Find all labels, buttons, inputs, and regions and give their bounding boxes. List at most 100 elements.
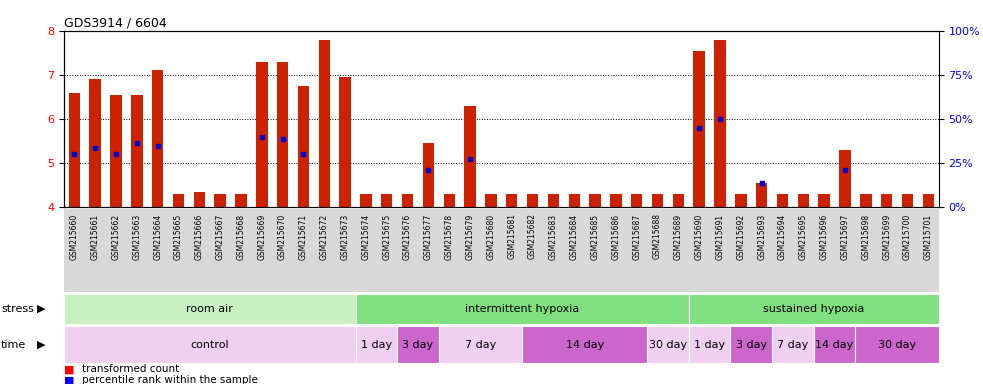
Bar bbox=[777, 194, 788, 207]
Text: GSM215682: GSM215682 bbox=[528, 214, 537, 260]
Bar bbox=[152, 71, 163, 207]
Bar bbox=[923, 194, 934, 207]
Text: ■: ■ bbox=[64, 364, 75, 374]
Text: 14 day: 14 day bbox=[816, 339, 854, 350]
Text: GSM215701: GSM215701 bbox=[924, 214, 933, 260]
Text: GSM215678: GSM215678 bbox=[444, 214, 454, 260]
Text: GSM215671: GSM215671 bbox=[299, 214, 308, 260]
Text: GSM215698: GSM215698 bbox=[861, 214, 870, 260]
Text: GSM215684: GSM215684 bbox=[570, 214, 579, 260]
Bar bbox=[423, 143, 434, 207]
Bar bbox=[819, 194, 830, 207]
Bar bbox=[610, 194, 621, 207]
Text: GSM215687: GSM215687 bbox=[632, 214, 641, 260]
Bar bbox=[110, 95, 122, 207]
Text: GSM215691: GSM215691 bbox=[716, 214, 724, 260]
Text: GSM215673: GSM215673 bbox=[340, 214, 350, 260]
Text: GSM215672: GSM215672 bbox=[319, 214, 328, 260]
Bar bbox=[715, 40, 725, 207]
Bar bbox=[356, 326, 397, 363]
Text: GSM215689: GSM215689 bbox=[674, 214, 683, 260]
Text: GSM215685: GSM215685 bbox=[591, 214, 600, 260]
Bar bbox=[647, 326, 689, 363]
Bar bbox=[277, 61, 288, 207]
Text: 14 day: 14 day bbox=[565, 339, 604, 350]
Text: GSM215690: GSM215690 bbox=[695, 214, 704, 260]
Text: GSM215662: GSM215662 bbox=[111, 214, 121, 260]
Text: time: time bbox=[1, 339, 27, 350]
Bar bbox=[506, 194, 517, 207]
Text: intermittent hypoxia: intermittent hypoxia bbox=[465, 304, 579, 314]
Bar bbox=[318, 40, 330, 207]
Bar bbox=[860, 194, 872, 207]
Bar bbox=[443, 194, 455, 207]
Text: GSM215660: GSM215660 bbox=[70, 214, 79, 260]
Bar bbox=[797, 194, 809, 207]
Bar bbox=[464, 106, 476, 207]
Bar bbox=[402, 194, 413, 207]
Bar bbox=[356, 294, 689, 324]
Bar bbox=[381, 194, 392, 207]
Text: GSM215688: GSM215688 bbox=[653, 214, 663, 260]
Text: GSM215663: GSM215663 bbox=[133, 214, 142, 260]
Text: stress: stress bbox=[1, 304, 33, 314]
Text: GSM215670: GSM215670 bbox=[278, 214, 287, 260]
Text: GSM215675: GSM215675 bbox=[382, 214, 391, 260]
Text: 1 day: 1 day bbox=[694, 339, 725, 350]
Text: control: control bbox=[191, 339, 229, 350]
Text: GSM215694: GSM215694 bbox=[778, 214, 787, 260]
Bar bbox=[194, 192, 205, 207]
Bar bbox=[631, 194, 643, 207]
Text: GSM215676: GSM215676 bbox=[403, 214, 412, 260]
Bar bbox=[730, 326, 772, 363]
Bar bbox=[214, 194, 226, 207]
Bar bbox=[590, 194, 601, 207]
Bar bbox=[522, 326, 647, 363]
Text: ▶: ▶ bbox=[37, 339, 46, 350]
Text: GSM215692: GSM215692 bbox=[736, 214, 745, 260]
Bar bbox=[256, 61, 267, 207]
Text: 3 day: 3 day bbox=[402, 339, 434, 350]
Bar bbox=[89, 79, 101, 207]
Bar bbox=[881, 194, 893, 207]
Bar bbox=[672, 194, 684, 207]
Text: GSM215696: GSM215696 bbox=[820, 214, 829, 260]
Bar bbox=[438, 326, 522, 363]
Bar bbox=[693, 51, 705, 207]
Bar bbox=[339, 77, 351, 207]
Bar bbox=[360, 194, 372, 207]
Bar bbox=[64, 294, 356, 324]
Text: percentile rank within the sample: percentile rank within the sample bbox=[82, 375, 258, 384]
Text: room air: room air bbox=[186, 304, 233, 314]
Text: ■: ■ bbox=[64, 375, 75, 384]
Text: GSM215699: GSM215699 bbox=[882, 214, 892, 260]
Bar bbox=[397, 326, 438, 363]
Bar bbox=[735, 194, 747, 207]
Text: ▶: ▶ bbox=[37, 304, 46, 314]
Text: 7 day: 7 day bbox=[778, 339, 809, 350]
Bar bbox=[69, 93, 80, 207]
Bar bbox=[652, 194, 664, 207]
Text: GSM215664: GSM215664 bbox=[153, 214, 162, 260]
Bar bbox=[298, 86, 310, 207]
Text: transformed count: transformed count bbox=[82, 364, 179, 374]
Text: GSM215700: GSM215700 bbox=[903, 214, 912, 260]
Text: 30 day: 30 day bbox=[649, 339, 687, 350]
Bar bbox=[486, 194, 496, 207]
Bar bbox=[235, 194, 247, 207]
Text: GSM215695: GSM215695 bbox=[799, 214, 808, 260]
Text: 1 day: 1 day bbox=[361, 339, 392, 350]
Text: 7 day: 7 day bbox=[465, 339, 496, 350]
Bar bbox=[814, 326, 855, 363]
Text: GSM215666: GSM215666 bbox=[195, 214, 203, 260]
Bar bbox=[901, 194, 913, 207]
Text: GSM215680: GSM215680 bbox=[487, 214, 495, 260]
Bar bbox=[548, 194, 559, 207]
Text: GSM215669: GSM215669 bbox=[258, 214, 266, 260]
Text: GSM215667: GSM215667 bbox=[215, 214, 225, 260]
Text: GSM215665: GSM215665 bbox=[174, 214, 183, 260]
Bar bbox=[839, 150, 850, 207]
Bar bbox=[64, 326, 356, 363]
Bar bbox=[855, 326, 939, 363]
Bar bbox=[772, 326, 814, 363]
